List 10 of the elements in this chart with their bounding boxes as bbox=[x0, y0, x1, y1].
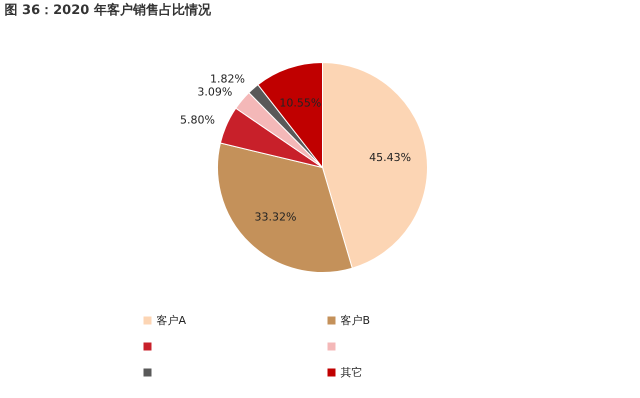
chart-title: 图 36：2020 年客户销售占比情况 bbox=[4, 2, 212, 18]
data-label: 45.43% bbox=[369, 151, 412, 164]
data-label: 33.32% bbox=[254, 210, 296, 224]
data-label: 1.82% bbox=[210, 72, 245, 86]
legend-label: 客户B bbox=[340, 314, 370, 327]
data-label: 5.80% bbox=[180, 113, 215, 126]
legend-label: 客户A bbox=[156, 314, 186, 327]
data-label: 10.55% bbox=[279, 96, 322, 110]
legend-label: 其它 bbox=[340, 366, 362, 379]
data-label: 3.09% bbox=[197, 86, 232, 99]
